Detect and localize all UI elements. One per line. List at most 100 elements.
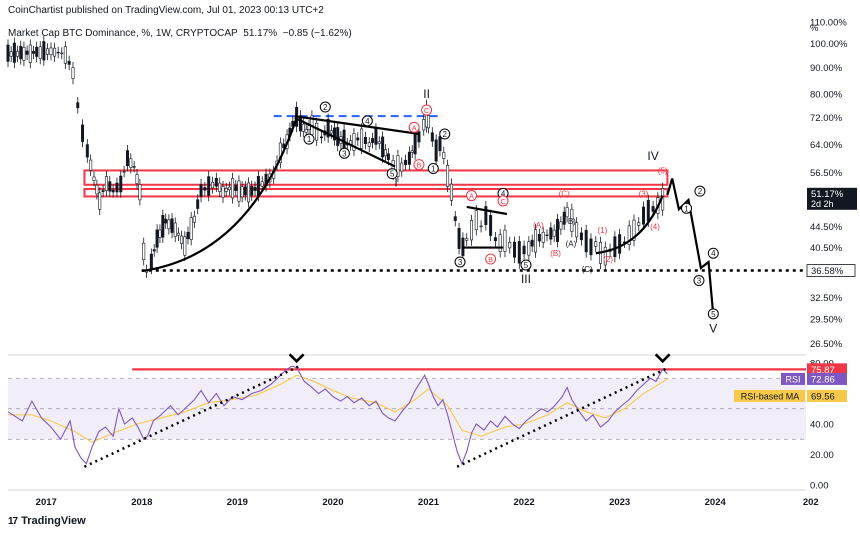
- wave-label-circle: [497, 195, 509, 207]
- candle-body: [552, 229, 556, 237]
- wave-label-circled: 5: [520, 259, 532, 271]
- candle-body: [360, 128, 364, 149]
- wave-label-circle: [520, 259, 532, 271]
- candle-body: [60, 52, 64, 55]
- candle-body: [89, 159, 93, 171]
- wave-label-circle: [427, 162, 439, 174]
- candle-body: [240, 186, 244, 198]
- candle-body: [367, 142, 371, 147]
- wave-label-text: 5: [390, 170, 395, 179]
- candle-body: [221, 186, 225, 198]
- wave-label-text: B: [417, 163, 422, 170]
- wave-label-circle: [421, 104, 433, 116]
- wave-label-text: 2: [698, 187, 703, 196]
- candle-body: [522, 245, 526, 255]
- candle-body: [142, 242, 146, 261]
- candle-body: [247, 182, 251, 203]
- wave-label-circled: 1: [427, 162, 439, 174]
- candle-body: [333, 127, 337, 141]
- symbol-change-pct: (−1.62%): [310, 28, 352, 39]
- candle-body: [12, 42, 16, 63]
- candle-body: [253, 186, 257, 191]
- wave-label-circle: [439, 128, 451, 140]
- resistance-zone: [83, 169, 669, 186]
- candle-body: [170, 218, 174, 233]
- rsi-y-tick-label: 40.00: [810, 420, 834, 431]
- candle-body: [63, 46, 67, 64]
- wave-label-circle: [413, 159, 425, 171]
- candle-body: [613, 236, 617, 257]
- candle-body: [474, 210, 478, 230]
- candle-body: [537, 234, 541, 242]
- candle-body: [417, 131, 421, 143]
- candle-body: [383, 149, 387, 157]
- wave-label-red: (4): [650, 222, 660, 231]
- candle-body: [336, 127, 340, 146]
- trendline-triangle-upper-2021: [466, 205, 508, 216]
- candle-body: [67, 60, 71, 65]
- wave-label-text: C: [501, 199, 506, 206]
- rsi-ma-value-tag: [807, 389, 847, 402]
- candle-body: [356, 137, 360, 141]
- candle-body: [562, 211, 566, 225]
- candle-body: [189, 217, 193, 240]
- trendline-wedge-upper: [294, 115, 420, 136]
- candle-body: [453, 216, 457, 221]
- rsi-overbought-label: 75.87: [811, 365, 835, 376]
- candle-body: [260, 181, 264, 187]
- x-tick-label: 2017: [36, 497, 57, 508]
- candle-body: [56, 51, 60, 54]
- candle-body: [28, 44, 32, 63]
- tradingview-logo: 17: [8, 515, 18, 527]
- candle-body: [541, 231, 545, 243]
- wave-label-roman: IV: [647, 149, 658, 163]
- candle-body: [438, 136, 442, 152]
- trendline-wedge-lower: [294, 116, 396, 168]
- wave-label-circled: 2: [319, 101, 331, 113]
- candle-body: [637, 222, 641, 226]
- candle-body: [122, 171, 126, 173]
- rsi-title-label: RSI: [785, 374, 800, 384]
- rsi-line: [7, 365, 668, 466]
- candle-body: [129, 158, 133, 168]
- rsi-ma-value-label: 69.56: [811, 391, 835, 402]
- candle-body: [234, 185, 238, 191]
- tradingview-brand[interactable]: 17 TradingView: [8, 515, 86, 527]
- candle-body: [71, 67, 75, 79]
- wave-label-circle: [693, 275, 705, 287]
- rsi-overbought-tag: [807, 363, 847, 376]
- rsi-band: [8, 378, 806, 440]
- candle-body: [407, 151, 411, 165]
- candle-body: [479, 225, 483, 228]
- candle-body: [565, 207, 569, 218]
- wave-label-circle: [303, 133, 315, 145]
- candle-body: [218, 182, 222, 192]
- x-tick-label: 2020: [322, 497, 343, 508]
- candle-body: [371, 138, 375, 144]
- x-tick-label: 202: [803, 497, 819, 508]
- rsi-ma-line: [8, 374, 668, 443]
- wave-label-text: 2: [443, 130, 448, 139]
- candle-body: [224, 188, 228, 192]
- candle-body: [396, 155, 400, 177]
- wave-label-circle: [694, 185, 706, 197]
- candle-body: [319, 136, 323, 139]
- candle-body: [167, 219, 171, 230]
- candle-body: [22, 47, 26, 61]
- wave-label-text: 4: [711, 249, 716, 258]
- candle-body: [186, 231, 190, 240]
- wave-label-red: (5): [658, 166, 668, 175]
- tradingview-brand-label: TradingView: [21, 515, 86, 527]
- rsi-y-tick-label: 20.00: [810, 450, 834, 461]
- wave-label-circled: 3: [338, 147, 350, 159]
- candle-body: [329, 130, 333, 134]
- candle-body: [155, 229, 159, 248]
- wave-label-red-circled: C: [421, 104, 433, 116]
- candle-body: [199, 184, 203, 197]
- candle-body: [135, 174, 139, 184]
- candle-body: [513, 241, 517, 258]
- y-tick-label: 90.00%: [810, 63, 843, 74]
- candle-body: [180, 235, 184, 244]
- rsi-peak-check-icon: [654, 353, 671, 364]
